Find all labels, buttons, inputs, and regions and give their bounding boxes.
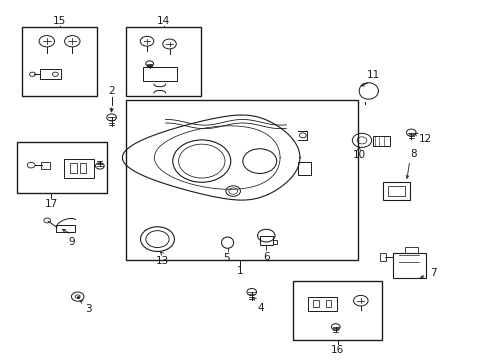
Bar [405, 247, 417, 252]
Bar [260, 236, 272, 245]
Bar [379, 253, 385, 261]
Bar [372, 136, 389, 146]
Bar [40, 69, 61, 79]
Text: 2: 2 [108, 86, 115, 96]
Bar [392, 252, 425, 278]
Text: 6: 6 [263, 252, 269, 262]
Text: 10: 10 [352, 150, 365, 160]
Bar [56, 225, 75, 232]
Text: 3: 3 [85, 305, 91, 314]
Bar [313, 300, 318, 307]
Bar [17, 142, 106, 193]
Bar [142, 67, 176, 81]
Bar [307, 297, 336, 311]
Bar [126, 27, 201, 96]
Bar [325, 300, 331, 307]
Text: 5: 5 [223, 253, 229, 263]
Bar [126, 100, 357, 260]
Text: 1: 1 [236, 266, 243, 276]
Bar [41, 162, 50, 169]
Text: 17: 17 [44, 199, 58, 208]
Text: 9: 9 [68, 237, 75, 247]
Text: 12: 12 [418, 134, 431, 144]
Bar [292, 282, 382, 340]
Text: 7: 7 [429, 268, 435, 278]
Bar [80, 163, 86, 173]
Text: 15: 15 [53, 16, 66, 26]
Bar [22, 27, 97, 96]
Text: 8: 8 [409, 149, 416, 159]
Bar [70, 163, 77, 173]
Text: 14: 14 [157, 16, 170, 26]
Bar [63, 159, 93, 177]
Text: 11: 11 [366, 70, 380, 80]
Text: 13: 13 [155, 256, 168, 266]
Text: 4: 4 [257, 303, 264, 312]
Text: 16: 16 [330, 345, 344, 355]
Bar [387, 185, 405, 196]
Bar [383, 182, 409, 200]
Bar [298, 162, 310, 175]
